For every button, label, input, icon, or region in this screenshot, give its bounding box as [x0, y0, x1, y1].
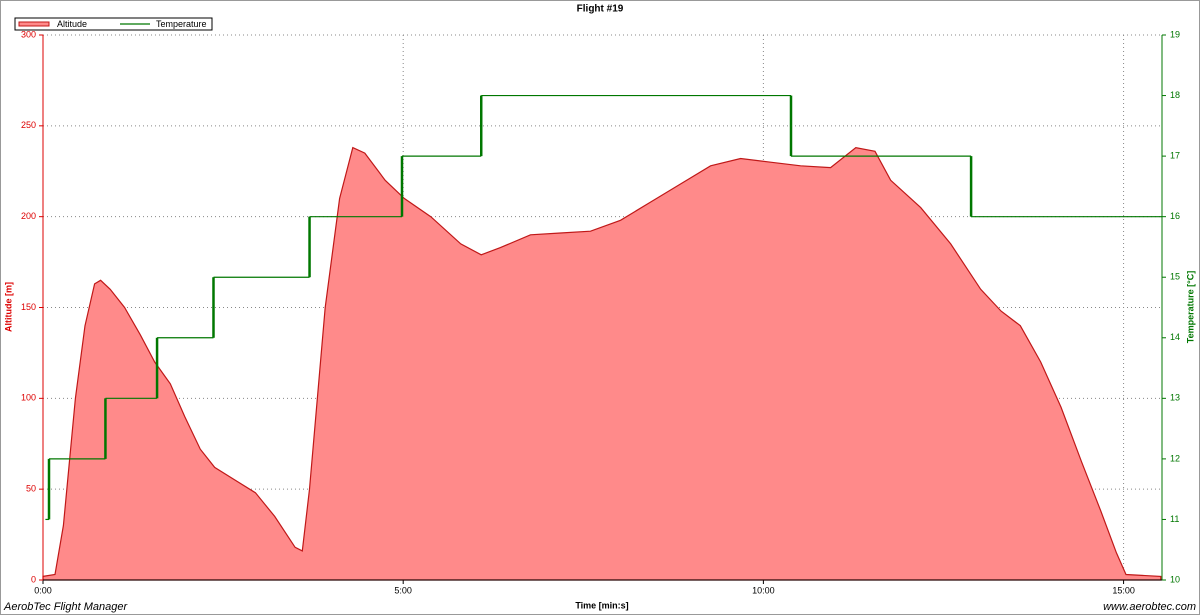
footer-left: AerobTec Flight Manager: [3, 601, 128, 613]
footer-right: www.aerobtec.com: [1103, 601, 1196, 613]
y-tick-label: 0: [31, 574, 36, 584]
y-axis-label: Altitude [m]: [3, 282, 13, 332]
y2-tick-label: 13: [1170, 393, 1180, 403]
y-tick-label: 200: [21, 211, 36, 221]
y2-tick-label: 11: [1170, 514, 1179, 524]
altitude-area: [42, 146, 1162, 581]
x-axis-label: Time [min:s]: [575, 600, 628, 610]
y2-tick-label: 19: [1170, 29, 1180, 39]
legend-box: [14, 17, 213, 31]
legend-swatch: [18, 21, 50, 27]
y-tick-label: 300: [21, 29, 36, 39]
x-tick-label: 5:00: [394, 585, 412, 595]
y2-tick-label: 15: [1170, 272, 1180, 282]
y-tick-label: 100: [21, 393, 36, 403]
y-tick-label: 150: [21, 302, 36, 312]
legend-label: Temperature: [156, 19, 207, 29]
y2-tick-label: 18: [1170, 90, 1180, 100]
y2-tick-label: 17: [1170, 150, 1180, 160]
y2-tick-label: 12: [1170, 453, 1180, 463]
x-tick-label: 10:00: [752, 585, 775, 595]
y2-axis-label: Temperature [°C]: [1185, 271, 1195, 343]
y-tick-label: 250: [21, 120, 36, 130]
legend-label: Altitude: [57, 19, 87, 29]
x-tick-label: 15:00: [1112, 585, 1135, 595]
x-tick-label: 0:00: [34, 585, 52, 595]
y2-tick-label: 16: [1170, 211, 1180, 221]
y2-tick-label: 14: [1170, 332, 1180, 342]
y2-tick-label: 10: [1170, 574, 1180, 584]
y-tick-label: 50: [26, 484, 36, 494]
chart-title: Flight #19: [577, 4, 624, 15]
